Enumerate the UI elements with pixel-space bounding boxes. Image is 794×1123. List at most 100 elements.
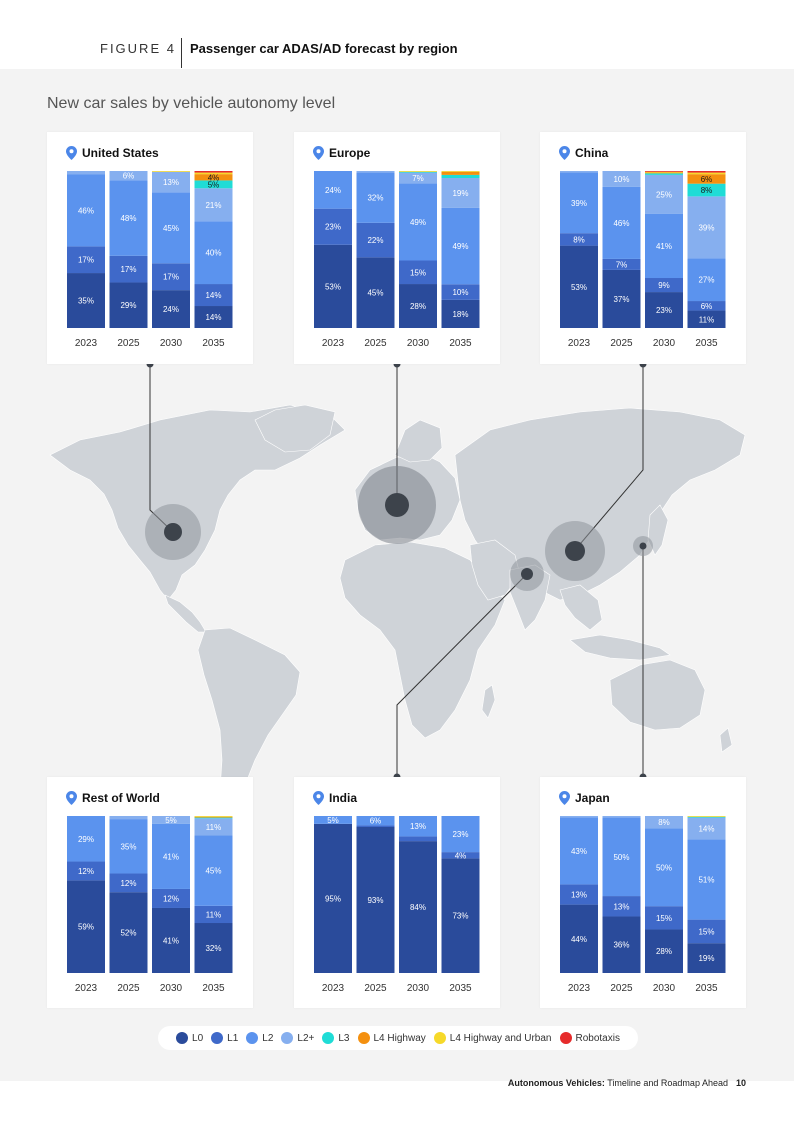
bar-segment-robotaxis <box>194 171 233 173</box>
data-label: 43% <box>571 847 587 856</box>
bar-segment-l2-plus <box>356 171 395 173</box>
chart-card-united-states: United States 35% 17% 46% 2023 29% 17% 48% 6% 20… <box>47 132 253 364</box>
data-label: 36% <box>613 941 629 950</box>
location-pin-icon <box>313 791 324 805</box>
x-tick-label: 2035 <box>449 338 472 349</box>
legend-label: L3 <box>338 1032 350 1044</box>
legend-label: L0 <box>192 1032 204 1044</box>
bar-segment-l1 <box>399 260 437 285</box>
data-label: 23% <box>452 830 468 839</box>
data-label: 4% <box>455 851 467 860</box>
bar-segment-l0 <box>441 299 480 328</box>
data-label: 18% <box>452 310 468 319</box>
bar-segment-l2 <box>602 817 641 897</box>
bar-segment-l2 <box>152 823 190 889</box>
page-footer: Autonomous Vehicles: Timeline and Roadma… <box>508 1078 746 1088</box>
stacked-bar-chart: 53% 23% 24% 2023 45% 22% 32% 2025 28% 15% 49% 7% 203… <box>314 171 480 349</box>
bar-segment-l0 <box>560 904 598 973</box>
bar-segment-l0 <box>152 907 190 973</box>
bar-segment-l2 <box>314 816 352 824</box>
legend-label: L4 Highway <box>373 1032 426 1044</box>
x-tick-label: 2030 <box>407 338 430 349</box>
bar-segment-l4-highway <box>441 171 480 175</box>
bar-segment-l2 <box>109 819 148 874</box>
data-label: 25% <box>656 190 672 199</box>
bar-segment-l3 <box>194 180 233 189</box>
legend-item-l2: L2 <box>246 1032 273 1044</box>
data-label: 52% <box>120 929 136 938</box>
bar-segment-l4-highway <box>194 816 233 818</box>
bar-segment-l1 <box>560 233 598 246</box>
data-label: 29% <box>78 835 94 844</box>
figure-separator <box>181 38 182 68</box>
bar-segment-l2 <box>602 186 641 259</box>
data-label: 5% <box>327 816 339 825</box>
bar-segment-l2 <box>109 180 148 256</box>
data-label: 59% <box>78 923 94 932</box>
bar-segment-l2 <box>687 258 726 302</box>
bar-segment-l1 <box>687 919 726 944</box>
region-name: United States <box>82 146 159 160</box>
bar-segment-l2-plus <box>687 817 726 840</box>
data-label: 15% <box>656 914 672 923</box>
chart-card-rest-of-world: Rest of World 59% 12% 29% 2023 52% 12% 35% 2025… <box>47 777 253 1008</box>
data-label: 53% <box>325 282 341 291</box>
bar-segment-l2 <box>356 172 395 223</box>
x-tick-label: 2025 <box>117 983 140 994</box>
x-tick-label: 2035 <box>202 983 225 994</box>
x-tick-label: 2035 <box>202 338 225 349</box>
bar-segment-l1 <box>67 861 105 881</box>
bar-segment-l1 <box>441 852 480 859</box>
data-label: 12% <box>163 894 179 903</box>
bar-segment-l2 <box>67 174 105 247</box>
bar-segment-l2-plus <box>560 171 598 173</box>
legend-swatch <box>357 1032 370 1044</box>
bar-segment-l2-plus <box>152 171 190 193</box>
data-label: 7% <box>616 260 628 269</box>
bar-segment-l1 <box>67 246 105 274</box>
region-name: India <box>329 791 358 805</box>
bar-segment-l4-highway <box>645 172 683 174</box>
data-label: 19% <box>698 954 714 963</box>
data-label: 46% <box>78 206 94 215</box>
location-pin-icon <box>66 146 77 160</box>
legend-label: L1 <box>227 1032 239 1044</box>
legend-swatch <box>246 1032 259 1044</box>
bar-segment-l1 <box>687 301 726 311</box>
bar-segment-robotaxis <box>687 171 726 173</box>
bar-segment-l2-plus <box>152 816 190 824</box>
data-label: 37% <box>613 295 629 304</box>
data-label: 17% <box>163 273 179 282</box>
stacked-bar-chart: 53% 8% 39% 2023 37% 7% 46% 10% 2025 23% 9% 41% 25% 20… <box>560 171 726 349</box>
marker-europe <box>358 466 436 544</box>
data-label: 13% <box>613 902 629 911</box>
bar-segment-l4-highway-and-urban <box>687 816 726 817</box>
bar-segment-l2 <box>399 816 437 837</box>
figure-header: FIGURE 4 Passenger car ADAS/AD forecast … <box>0 0 794 69</box>
figure-title: Passenger car ADAS/AD forecast by region <box>190 41 458 56</box>
data-label: 8% <box>701 186 713 195</box>
x-tick-label: 2025 <box>364 338 387 349</box>
stacked-bar-chart: 59% 12% 29% 2023 52% 12% 35% 2025 41% 12% 41% 5% 203… <box>67 816 233 994</box>
card-title: India <box>313 791 357 805</box>
legend-swatch <box>176 1032 189 1044</box>
marker-china <box>545 521 605 581</box>
data-label: 12% <box>120 879 136 888</box>
region-name: Europe <box>329 146 371 160</box>
data-label: 10% <box>613 175 629 184</box>
connector-china <box>574 364 644 551</box>
southeast-asia-shape <box>559 584 603 631</box>
bar-segment-l4-highway-and-urban <box>194 172 233 175</box>
legend-swatch <box>211 1032 224 1044</box>
legend-item-l1: L1 <box>211 1032 238 1044</box>
data-label: 41% <box>656 242 672 251</box>
data-label: 32% <box>205 944 221 953</box>
bar-segment-l3 <box>441 174 480 179</box>
bar-segment-l0 <box>152 290 190 328</box>
data-label: 46% <box>613 219 629 228</box>
bar-segment-l2-plus <box>687 196 726 259</box>
x-tick-label: 2035 <box>695 338 718 349</box>
bar-segment-l2-plus <box>67 171 105 175</box>
x-tick-label: 2023 <box>75 983 98 994</box>
data-label: 93% <box>367 896 383 905</box>
